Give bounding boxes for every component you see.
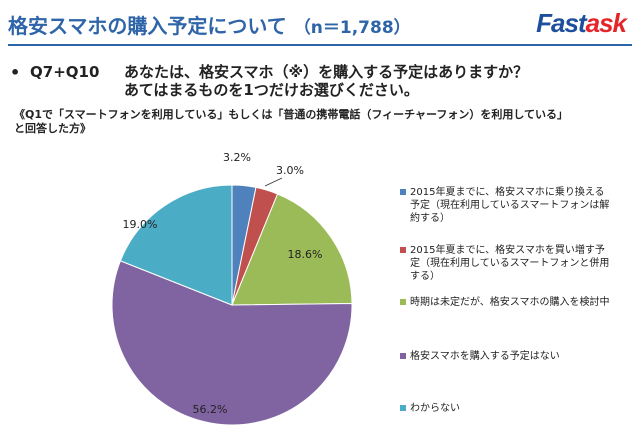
question-line-1: あなたは、格安スマホ（※）を購入する予定はありますか？: [124, 63, 529, 81]
pie-slice-4: [111, 260, 353, 426]
sample-size: （n＝1,788）: [293, 18, 411, 38]
question-line-2: あてはまるものを1つだけお選びください。: [124, 81, 419, 99]
data-label-2: 3.0%: [276, 164, 304, 177]
question-text: あなたは、格安スマホ（※）を購入する予定はありますか？ あてはまるものを1つだけ…: [124, 63, 624, 99]
legend-label-2: 2015年夏までに、格安スマホを買い増す予定（現在利用しているスマートフォンと併…: [410, 245, 610, 282]
pie-slice-5: [119, 184, 233, 306]
logo-fast: Fast: [536, 8, 586, 38]
title-text: 格安スマホの購入予定について: [8, 14, 287, 38]
leader-line-2: [264, 177, 283, 187]
respondent-condition: 《Q1で「スマートフォンを利用している」もしくは「普通の携帯電話（フィーチャーフ…: [14, 108, 634, 136]
title-underline: [8, 44, 632, 46]
fastask-logo: Fastask: [536, 8, 627, 39]
legend-item-2: 2015年夏までに、格安スマホを買い増す予定（現在利用しているスマートフォンと併…: [400, 244, 610, 283]
legend-item-1: 2015年夏までに、格安スマホに乗り換える予定（現在利用しているスマートフォンは…: [400, 186, 610, 225]
legend-item-3: 時期は未定だが、格安スマホの購入を検討中: [400, 296, 610, 309]
legend-swatch-2: [400, 247, 406, 253]
legend-item-4: 格安スマホを購入する予定はない: [400, 350, 610, 363]
page-title: 格安スマホの購入予定について （n＝1,788）: [8, 10, 411, 39]
condition-line-2: と回答した方》: [14, 122, 91, 135]
legend-swatch-1: [400, 189, 406, 195]
legend-label-1: 2015年夏までに、格安スマホに乗り換える予定（現在利用しているスマートフォンは…: [410, 187, 610, 224]
legend-item-5: わからない: [400, 402, 610, 415]
data-label-1: 3.2%: [223, 151, 251, 164]
data-label-4: 56.2%: [193, 403, 228, 416]
legend-label-3: 時期は未定だが、格安スマホの購入を検討中: [410, 297, 610, 308]
legend-label-4: 格安スマホを購入する予定はない: [410, 351, 560, 362]
legend-swatch-4: [400, 353, 406, 359]
legend-swatch-5: [400, 405, 406, 411]
question-bullet: •: [10, 63, 21, 82]
condition-line-1: 《Q1で「スマートフォンを利用している」もしくは「普通の携帯電話（フィーチャーフ…: [14, 108, 569, 121]
pie-slice-3: [231, 193, 353, 306]
legend-label-5: わからない: [410, 403, 460, 414]
data-label-5: 19.0%: [123, 218, 158, 231]
legend-swatch-3: [400, 299, 406, 305]
data-label-3: 18.6%: [288, 248, 323, 261]
question-number: Q7+Q10: [30, 63, 100, 81]
logo-ask: ask: [585, 8, 627, 38]
